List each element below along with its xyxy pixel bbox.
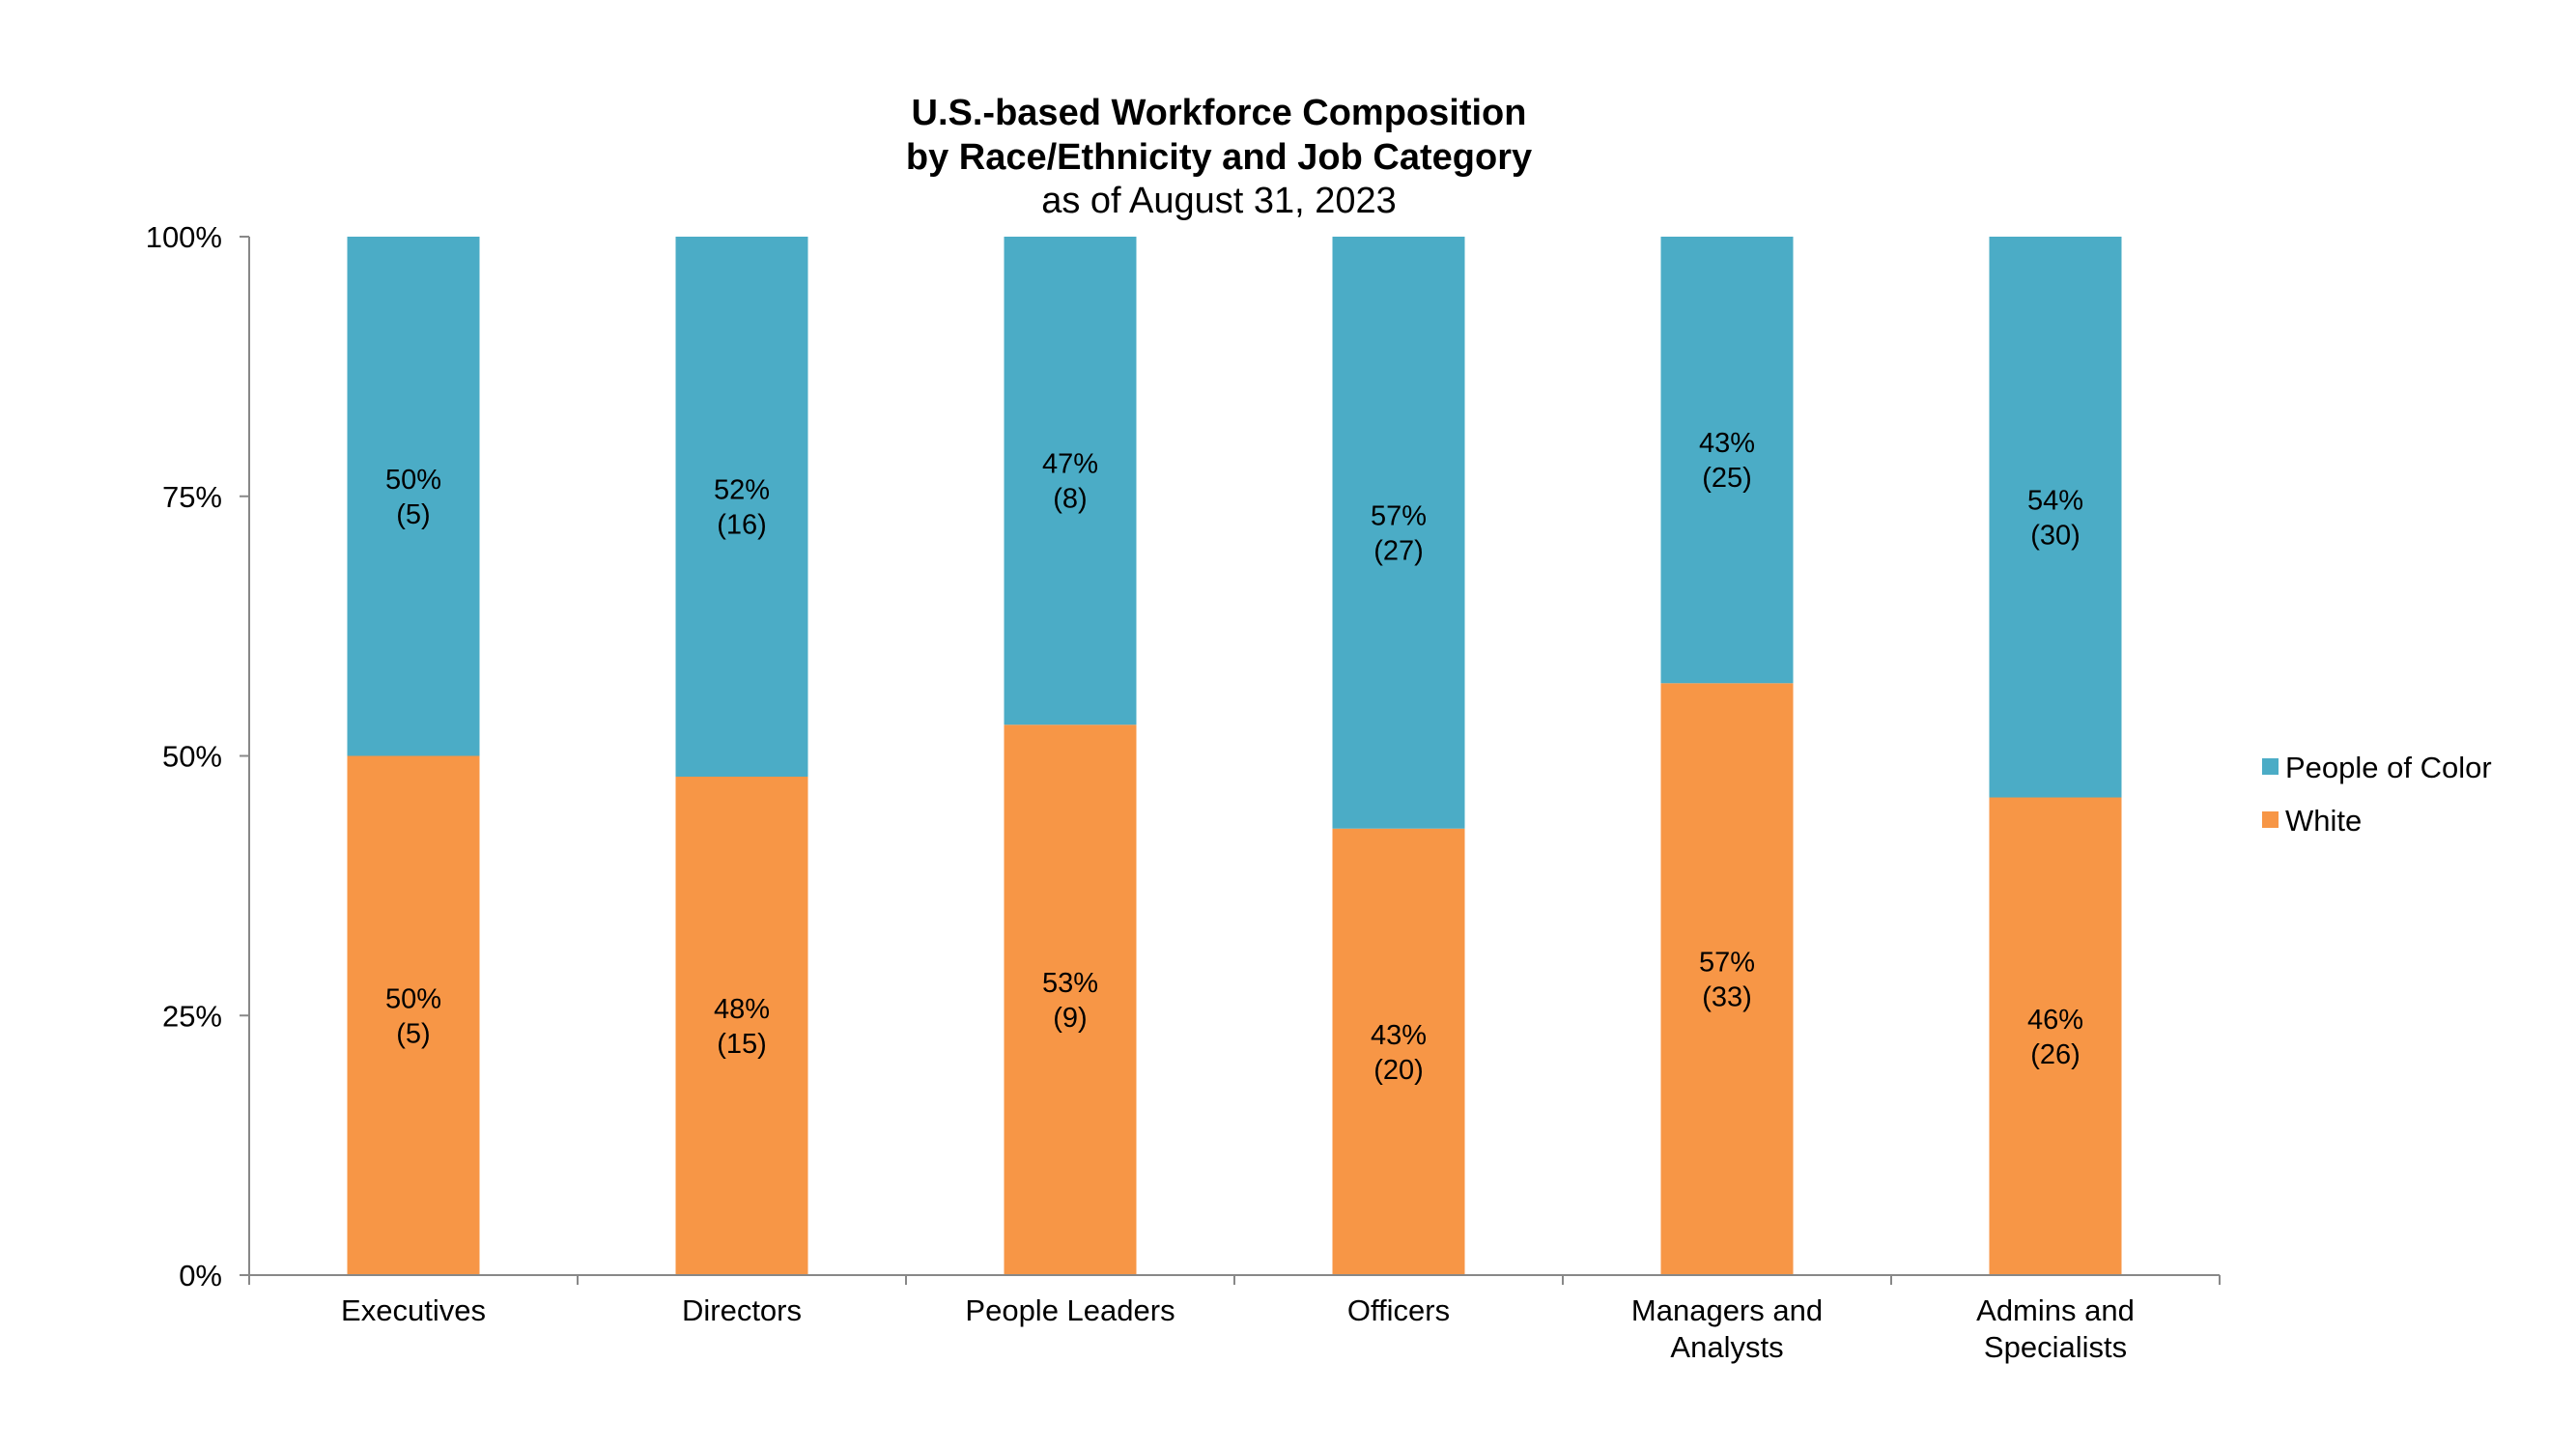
data-label-count: (33) (1702, 982, 1752, 1013)
bar-white (1004, 724, 1137, 1275)
bar-white (1989, 797, 2122, 1275)
x-category-label: People Leaders (965, 1293, 1175, 1327)
bar-people-of-color (675, 237, 808, 777)
data-label-count: (8) (1053, 484, 1087, 515)
data-label-percent: 47% (1042, 449, 1098, 480)
bar-people-of-color (347, 237, 480, 756)
data-label-percent: 50% (385, 983, 441, 1014)
data-label-count: (5) (396, 499, 430, 530)
y-tick-label: 75% (162, 480, 222, 514)
legend: People of Color White (2262, 751, 2492, 838)
bar-people-of-color (1004, 237, 1137, 725)
data-label-percent: 53% (1042, 968, 1098, 999)
x-category-label: Admins and (1976, 1293, 2135, 1327)
data-label-percent: 57% (1371, 500, 1427, 531)
data-label-percent: 43% (1371, 1020, 1427, 1051)
x-category-label: Analysts (1670, 1330, 1783, 1364)
y-tick-label: 100% (146, 220, 222, 254)
legend-swatch (2262, 811, 2279, 828)
data-label-count: (5) (396, 1018, 430, 1049)
data-label-percent: 46% (2027, 1005, 2083, 1036)
data-label-count: (20) (1373, 1055, 1424, 1086)
bar-white (347, 755, 480, 1275)
y-tick-label: 50% (162, 740, 222, 774)
legend-label: White (2285, 804, 2362, 838)
y-tick-label: 25% (162, 999, 222, 1033)
data-label-count: (15) (717, 1029, 767, 1060)
x-category-label: Specialists (1984, 1330, 2127, 1364)
bar-people-of-color (1989, 237, 2122, 798)
data-label-count: (26) (2030, 1039, 2081, 1070)
legend-label: People of Color (2285, 751, 2492, 784)
bar-white (1332, 828, 1465, 1275)
data-label-percent: 50% (385, 465, 441, 496)
data-label-count: (9) (1053, 1003, 1087, 1034)
plot-area: 50%(5)50%(5)48%(15)52%(16)53%(9)47%(8)43… (146, 220, 2221, 1364)
bar-white (675, 777, 808, 1275)
x-category-label: Directors (682, 1293, 802, 1327)
x-category-label: Managers and (1631, 1293, 1823, 1327)
chart-title-line-2: by Race/Ethnicity and Job Category (906, 137, 1532, 178)
data-label-percent: 54% (2027, 485, 2083, 516)
data-label-count: (25) (1702, 463, 1752, 494)
x-category-label: Officers (1347, 1293, 1450, 1327)
data-label-count: (27) (1373, 535, 1424, 566)
data-label-percent: 52% (714, 475, 770, 506)
legend-swatch (2262, 758, 2279, 775)
chart-subtitle: as of August 31, 2023 (1041, 181, 1397, 221)
bar-people-of-color (1332, 237, 1465, 829)
bar-people-of-color (1660, 237, 1794, 684)
data-label-percent: 57% (1699, 948, 1755, 979)
data-label-count: (30) (2030, 520, 2081, 551)
data-label-count: (16) (717, 510, 767, 541)
chart-title: U.S.-based Workforce Composition (912, 93, 1527, 133)
bar-white (1660, 683, 1794, 1275)
data-label-percent: 43% (1699, 428, 1755, 459)
y-tick-label: 0% (179, 1259, 222, 1293)
data-label-percent: 48% (714, 994, 770, 1025)
x-category-label: Executives (341, 1293, 486, 1327)
